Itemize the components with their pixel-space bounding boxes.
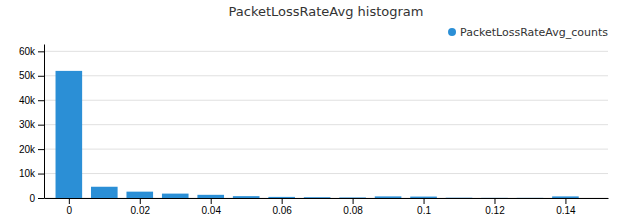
legend-item: PacketLossRateAvg_counts bbox=[448, 26, 608, 39]
grid-line bbox=[44, 124, 608, 125]
legend-marker bbox=[448, 28, 456, 36]
tick: 0 bbox=[29, 193, 44, 204]
tick-label: 30k bbox=[19, 119, 36, 130]
tick: 50k bbox=[19, 70, 44, 81]
tick-mark bbox=[282, 198, 283, 204]
tick-label: 0.14 bbox=[556, 205, 576, 216]
legend: PacketLossRateAvg_counts bbox=[448, 26, 608, 39]
tick-label: 0.04 bbox=[201, 205, 221, 216]
bar bbox=[517, 197, 544, 198]
tick-label: 60k bbox=[19, 46, 36, 57]
grid-line bbox=[44, 51, 608, 52]
bar bbox=[304, 197, 331, 198]
tick-mark bbox=[38, 149, 44, 150]
tick: 0.1 bbox=[417, 198, 431, 216]
grid-line bbox=[44, 100, 608, 101]
bar bbox=[91, 187, 118, 198]
tick-mark bbox=[38, 51, 44, 52]
tick: 20k bbox=[19, 144, 44, 155]
bar bbox=[410, 197, 437, 198]
legend-label: PacketLossRateAvg_counts bbox=[460, 26, 608, 39]
plot: 0 0.02 0.04 0.06 0.08 0.1 0.12 0.14 0 10k 20k 30k 40… bbox=[19, 45, 609, 217]
bar bbox=[375, 196, 402, 198]
tick-mark bbox=[38, 198, 44, 199]
bar bbox=[481, 197, 508, 198]
tick-mark bbox=[38, 174, 44, 175]
chart: 0 0.02 0.04 0.06 0.08 0.1 0.12 0.14 0 10k 20k 30k 40… bbox=[0, 0, 624, 222]
tick: 40k bbox=[19, 95, 44, 106]
tick-label: 0.02 bbox=[131, 205, 151, 216]
grid bbox=[44, 51, 608, 198]
tick: 0.04 bbox=[201, 198, 221, 216]
x-axis: 0 0.02 0.04 0.06 0.08 0.1 0.12 0.14 bbox=[45, 198, 609, 216]
axis-line bbox=[44, 45, 45, 199]
tick-label: 0.1 bbox=[417, 205, 431, 216]
tick-mark bbox=[38, 76, 44, 77]
grid-line bbox=[44, 149, 608, 150]
tick-label: 40k bbox=[19, 95, 36, 106]
tick-mark bbox=[38, 100, 44, 101]
tick: 0.02 bbox=[131, 198, 151, 216]
tick-label: 50k bbox=[19, 70, 36, 81]
tick: 30k bbox=[19, 119, 44, 130]
bar bbox=[446, 197, 473, 198]
bar bbox=[268, 197, 295, 198]
tick-mark bbox=[211, 198, 212, 204]
bar bbox=[233, 196, 260, 198]
tick: 60k bbox=[19, 46, 44, 57]
tick-mark bbox=[494, 198, 495, 204]
tick: 0.06 bbox=[272, 198, 292, 216]
tick-mark bbox=[565, 198, 566, 204]
tick-mark bbox=[140, 198, 141, 204]
tick-mark bbox=[38, 125, 44, 126]
tick-mark bbox=[424, 198, 425, 204]
tick: 0.12 bbox=[485, 198, 505, 216]
bars bbox=[56, 71, 579, 198]
tick-label: 0.06 bbox=[272, 205, 292, 216]
tick-mark bbox=[353, 198, 354, 204]
bar bbox=[126, 192, 153, 198]
bar bbox=[162, 194, 189, 198]
tick-label: 0 bbox=[67, 205, 73, 216]
bar bbox=[339, 197, 366, 198]
tick-label: 10k bbox=[19, 168, 36, 179]
axis-line bbox=[45, 198, 609, 199]
tick-label: 0.12 bbox=[485, 205, 505, 216]
bar bbox=[56, 71, 83, 198]
grid-line bbox=[44, 173, 608, 174]
tick: 10k bbox=[19, 168, 44, 179]
tick-mark bbox=[69, 198, 70, 204]
tick-label: 0 bbox=[29, 193, 35, 204]
tick: 0 bbox=[67, 198, 73, 216]
title: PacketLossRateAvg histogram bbox=[229, 4, 424, 19]
bar bbox=[552, 196, 579, 198]
y-axis: 0 10k 20k 30k 40k 50k 60k bbox=[19, 45, 45, 204]
grid-line bbox=[44, 75, 608, 76]
tick-label: 0.08 bbox=[343, 205, 363, 216]
tick: 0.14 bbox=[556, 198, 576, 216]
tick-label: 20k bbox=[19, 144, 36, 155]
bar bbox=[197, 195, 224, 198]
tick: 0.08 bbox=[343, 198, 363, 216]
